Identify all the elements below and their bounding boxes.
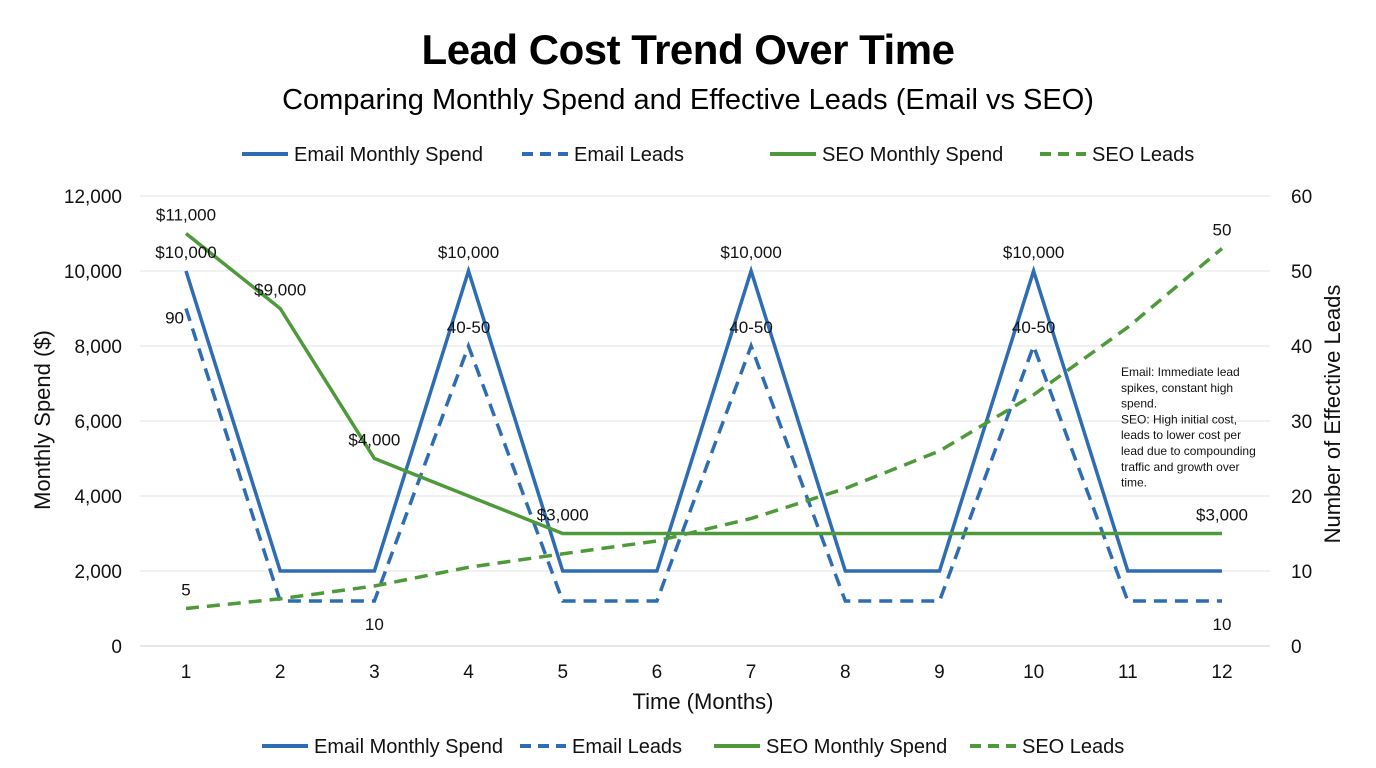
y-tick-right-label: 40 xyxy=(1291,337,1312,358)
email-leads-line xyxy=(184,307,1222,603)
legend-label: SEO Leads xyxy=(1022,736,1124,758)
legend-bottom: Email Monthly Spend Email Leads SEO Monthl… xyxy=(262,736,1124,758)
y-tick-left-label: 0 xyxy=(111,637,122,658)
chart-subtitle: Comparing Monthly Spend and Effective Le… xyxy=(282,84,1094,116)
x-tick-label: 10 xyxy=(1023,662,1044,683)
y-axis-right-label: Number of Effective Leads xyxy=(1320,285,1345,544)
data-label: $10,000 xyxy=(155,243,216,262)
x-axis: 1 2 3 4 5 6 7 8 9 10 11 12 xyxy=(181,662,1233,683)
y-tick-left-label: 12,000 xyxy=(64,187,122,208)
seo-monthly-spend-line xyxy=(184,232,1222,536)
annotation-note: Email: Immediate lead spikes, constant hi… xyxy=(1121,365,1256,490)
note-line: lead due to compounding xyxy=(1121,444,1256,458)
y-axis-left-label: Monthly Spend ($) xyxy=(30,330,55,510)
y-tick-left-label: 8,000 xyxy=(74,337,122,358)
x-tick-label: 8 xyxy=(840,662,851,683)
x-tick-label: 4 xyxy=(463,662,474,683)
data-label: 50 xyxy=(1213,221,1232,240)
y-tick-left-label: 6,000 xyxy=(74,412,122,433)
data-label: 40-50 xyxy=(447,318,490,337)
y-axis-right: 0 10 20 30 40 50 60 xyxy=(1291,187,1312,658)
seo-leads-line xyxy=(185,247,1224,611)
data-label: $10,000 xyxy=(720,243,781,262)
data-label: $10,000 xyxy=(1003,243,1064,262)
note-line: SEO: High initial cost, xyxy=(1121,412,1237,426)
y-tick-left-label: 2,000 xyxy=(74,562,122,583)
email-monthly-spend-line xyxy=(184,265,1222,573)
legend-top: Email Monthly Spend Email Leads SEO Monthl… xyxy=(242,144,1194,166)
data-label: 5 xyxy=(181,581,190,600)
y-tick-right-label: 50 xyxy=(1291,262,1312,283)
legend-label: SEO Monthly Spend xyxy=(822,144,1003,166)
note-line: leads to lower cost per xyxy=(1121,428,1241,442)
legend-label: SEO Leads xyxy=(1092,144,1194,166)
data-label: 10 xyxy=(1213,615,1232,634)
y-tick-left-label: 4,000 xyxy=(74,487,122,508)
y-tick-right-label: 30 xyxy=(1291,412,1312,433)
note-line: time. xyxy=(1121,476,1147,490)
data-label: $4,000 xyxy=(348,431,400,450)
y-axis-left: 0 2,000 4,000 6,000 8,000 10,000 12,000 xyxy=(64,187,122,658)
note-line: traffic and growth over xyxy=(1121,460,1240,474)
legend-label: Email Monthly Spend xyxy=(314,736,503,758)
legend-label: Email Monthly Spend xyxy=(294,144,483,166)
note-line: Email: Immediate lead xyxy=(1121,365,1240,379)
y-tick-right-label: 10 xyxy=(1291,562,1312,583)
x-tick-label: 6 xyxy=(652,662,663,683)
data-label: 40-50 xyxy=(1012,318,1055,337)
data-label: 40-50 xyxy=(729,318,772,337)
note-line: spend. xyxy=(1121,397,1157,411)
x-tick-label: 7 xyxy=(746,662,757,683)
x-axis-label: Time (Months) xyxy=(633,689,774,714)
y-tick-right-label: 60 xyxy=(1291,187,1312,208)
x-tick-label: 9 xyxy=(934,662,945,683)
data-label: $11,000 xyxy=(156,206,216,225)
data-label: $10,000 xyxy=(438,243,499,262)
data-labels: $11,000 $10,000 $9,000 $4,000 $3,000 $3,000 $1… xyxy=(155,206,1248,635)
y-tick-right-label: 0 xyxy=(1291,637,1302,658)
data-label: $9,000 xyxy=(254,281,306,300)
chart-title: Lead Cost Trend Over Time xyxy=(421,26,955,73)
x-tick-label: 2 xyxy=(275,662,286,683)
x-tick-label: 11 xyxy=(1118,662,1138,683)
data-label: $3,000 xyxy=(1196,506,1248,525)
note-line: spikes, constant high xyxy=(1121,381,1233,395)
y-tick-left-label: 10,000 xyxy=(64,262,122,283)
series-lines xyxy=(184,232,1224,611)
x-tick-label: 1 xyxy=(181,662,192,683)
x-tick-label: 3 xyxy=(369,662,380,683)
legend-label: SEO Monthly Spend xyxy=(766,736,947,758)
data-label: $3,000 xyxy=(537,506,589,525)
y-tick-right-label: 20 xyxy=(1291,487,1312,508)
data-label: 90 xyxy=(165,309,184,328)
x-tick-label: 12 xyxy=(1211,662,1232,683)
x-tick-label: 5 xyxy=(557,662,568,683)
data-label: 10 xyxy=(365,615,384,634)
legend-label: Email Leads xyxy=(572,736,682,758)
legend-label: Email Leads xyxy=(574,144,684,166)
